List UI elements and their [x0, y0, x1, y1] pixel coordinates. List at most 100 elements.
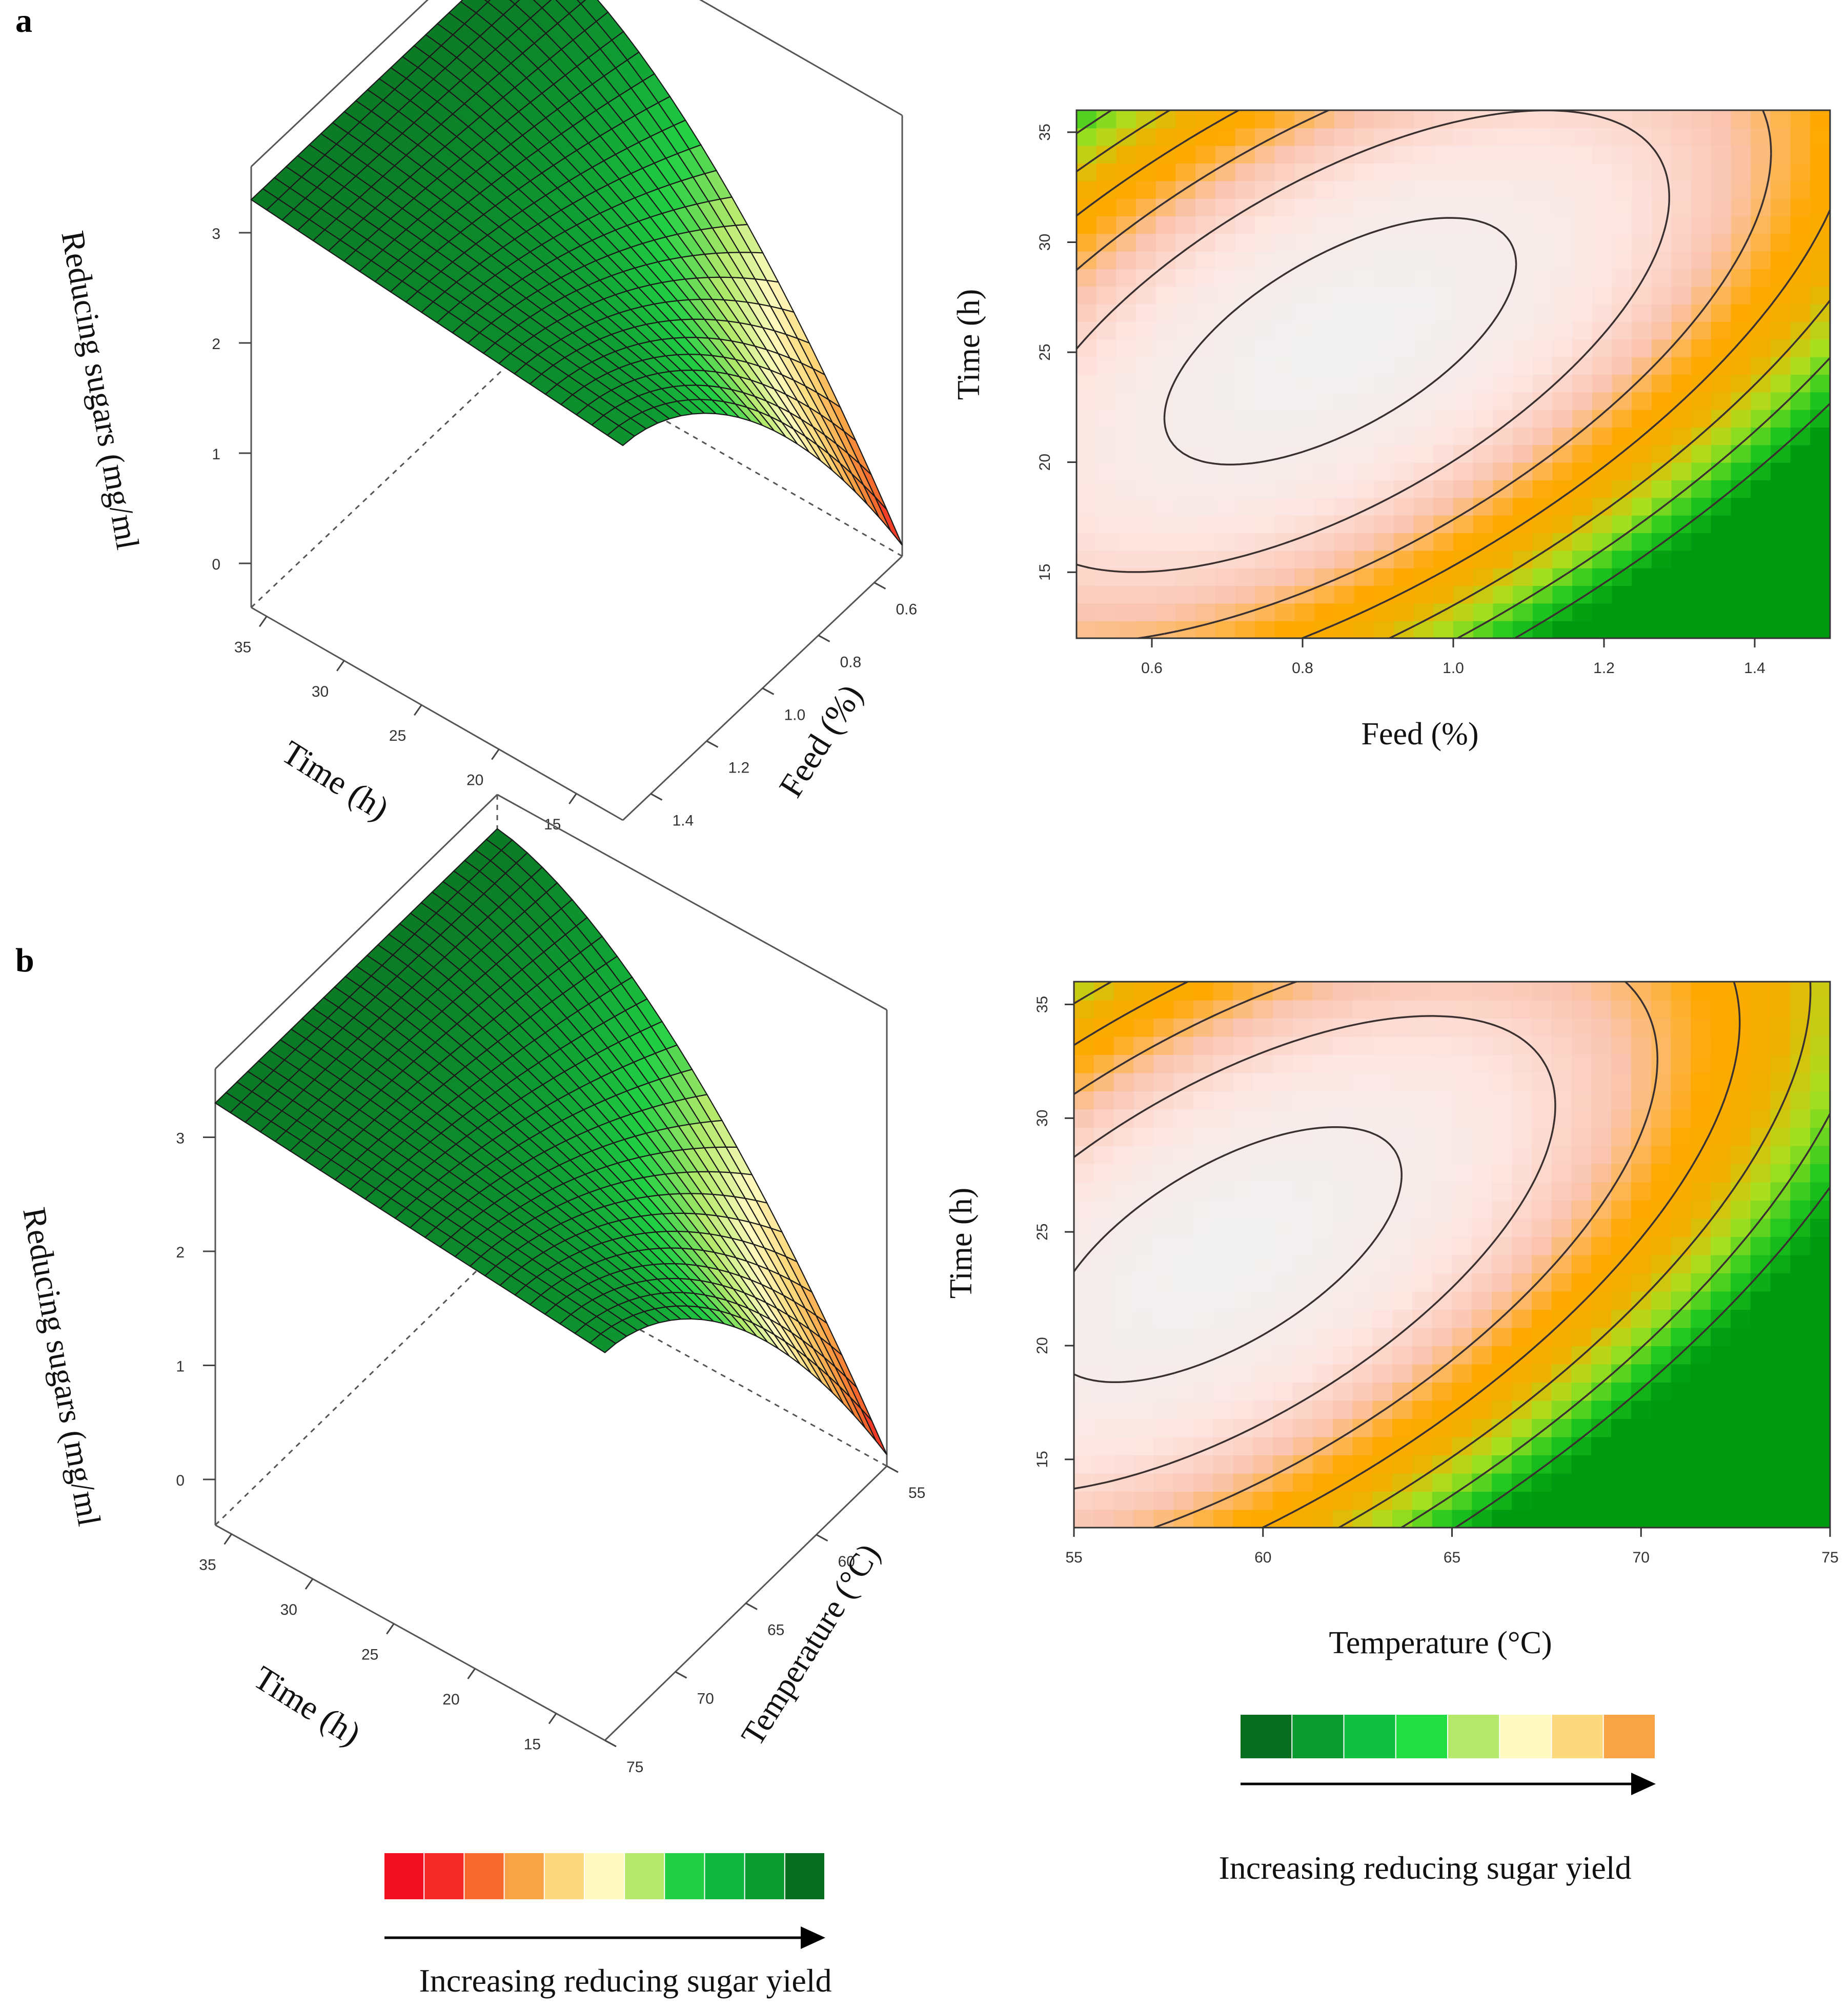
heat-cell: [1770, 163, 1791, 181]
heat-cell: [1113, 1491, 1134, 1510]
heat-cell: [1751, 145, 1771, 164]
heat-cell: [1472, 1346, 1493, 1365]
heat-cell: [1591, 1127, 1612, 1146]
heat-cell: [1195, 374, 1216, 393]
heat-cell: [1511, 1054, 1532, 1073]
heat-cell: [1493, 497, 1514, 516]
heat-cell: [1632, 110, 1652, 129]
heat-cell: [1233, 1200, 1254, 1219]
heat-cell: [1572, 444, 1593, 463]
heat-cell: [1790, 1036, 1811, 1055]
heat-cell: [1155, 497, 1176, 516]
heat-cell: [1193, 1364, 1214, 1383]
heat-cell: [1591, 1473, 1612, 1492]
heat-cell: [1551, 1018, 1572, 1037]
heat-cell: [1591, 1382, 1612, 1401]
heat-cell: [1551, 1127, 1572, 1146]
heat-cell: [1511, 1236, 1532, 1255]
heat-cell: [1374, 269, 1394, 287]
heat-cell: [1552, 321, 1573, 340]
heat-cell: [1392, 1309, 1413, 1328]
heat-cell: [1393, 515, 1414, 533]
x-tick-label: 60: [1254, 1549, 1271, 1566]
heat-cell: [1292, 982, 1313, 1001]
heat-cell: [1392, 1346, 1413, 1365]
heat-cell: [1770, 1127, 1791, 1146]
heat-cell: [1691, 1236, 1712, 1255]
heat-cell: [1571, 1109, 1592, 1128]
heat-cell: [1393, 198, 1414, 216]
heat-cell: [1511, 1455, 1532, 1474]
heat-cell: [1136, 251, 1156, 269]
heat-cell: [1412, 1254, 1433, 1273]
heat-cell: [1133, 1309, 1154, 1328]
heat-cell: [1233, 1145, 1254, 1164]
heat-cell: [1074, 1200, 1094, 1219]
heat-cell: [1175, 550, 1196, 569]
heat-cell: [1532, 128, 1553, 146]
heat-cell: [1770, 462, 1791, 480]
heat-cell: [1591, 1346, 1612, 1365]
heat-cell: [1155, 216, 1176, 234]
heat-cell: [1153, 1091, 1174, 1110]
heat-cell: [1233, 1382, 1254, 1401]
heat-cell: [1334, 198, 1355, 216]
heat-cell: [1750, 1309, 1771, 1328]
heat-cell: [1731, 515, 1752, 533]
heat-cell: [1274, 392, 1295, 410]
heat-cell: [1631, 1273, 1652, 1292]
heat-cell: [1413, 269, 1434, 287]
heat-cell: [1571, 1418, 1592, 1437]
heat-cell: [1571, 1291, 1592, 1310]
heat-cell: [1632, 303, 1652, 322]
heat-cell: [1433, 427, 1454, 445]
heat-cell: [1096, 515, 1117, 533]
heat-cell: [1074, 1273, 1094, 1292]
heat-cell: [1671, 533, 1692, 551]
heat-cell: [1155, 321, 1176, 340]
heat-cell: [1354, 303, 1375, 322]
heat-cell: [1175, 269, 1196, 287]
heat-cell: [1552, 409, 1573, 428]
heat-cell: [1195, 180, 1216, 199]
heat-cell: [1513, 198, 1533, 216]
heat-cell: [1412, 1236, 1433, 1255]
heat-cell: [1255, 233, 1275, 252]
contour-line: [1163, 217, 1517, 465]
heat-cell: [1631, 1200, 1652, 1219]
heat-cell: [1632, 233, 1652, 252]
heat-cell: [1770, 1455, 1791, 1474]
heat-cell: [1632, 163, 1652, 181]
heat-cell: [1235, 339, 1256, 357]
heat-cell: [1312, 1509, 1333, 1528]
legend-swatch: [625, 1853, 664, 1899]
heat-cell: [1292, 1473, 1313, 1492]
heat-cell: [1810, 1291, 1831, 1310]
heat-cell: [1591, 1218, 1612, 1237]
heat-cell: [1133, 1254, 1154, 1273]
heat-cell: [1332, 1236, 1353, 1255]
heat-cell: [1531, 1273, 1552, 1292]
heat-cell: [1413, 339, 1434, 357]
heat-cell: [1671, 1273, 1692, 1292]
heat-cell: [1611, 1218, 1632, 1237]
heat-cell: [1432, 1382, 1453, 1401]
heat-cell: [1473, 233, 1494, 252]
heat-cell: [1473, 128, 1494, 146]
heat-cell: [1532, 356, 1553, 375]
x-tick: [414, 704, 422, 716]
heat-cell: [1195, 462, 1216, 480]
legend-surface-caption: Increasing reducing sugar yield: [419, 1962, 831, 1999]
heat-cell: [1750, 1291, 1771, 1310]
heat-cell: [1312, 1054, 1333, 1073]
heat-cell: [1255, 110, 1275, 129]
heat-cell: [1651, 444, 1672, 463]
heat-cell: [1077, 145, 1097, 164]
heat-cell: [1631, 1436, 1652, 1455]
heat-cell: [1611, 1236, 1632, 1255]
heat-cell: [1571, 1491, 1592, 1510]
heat-cell: [1116, 286, 1137, 304]
heat-cell: [1691, 1182, 1712, 1201]
heat-cell: [1153, 1072, 1174, 1091]
